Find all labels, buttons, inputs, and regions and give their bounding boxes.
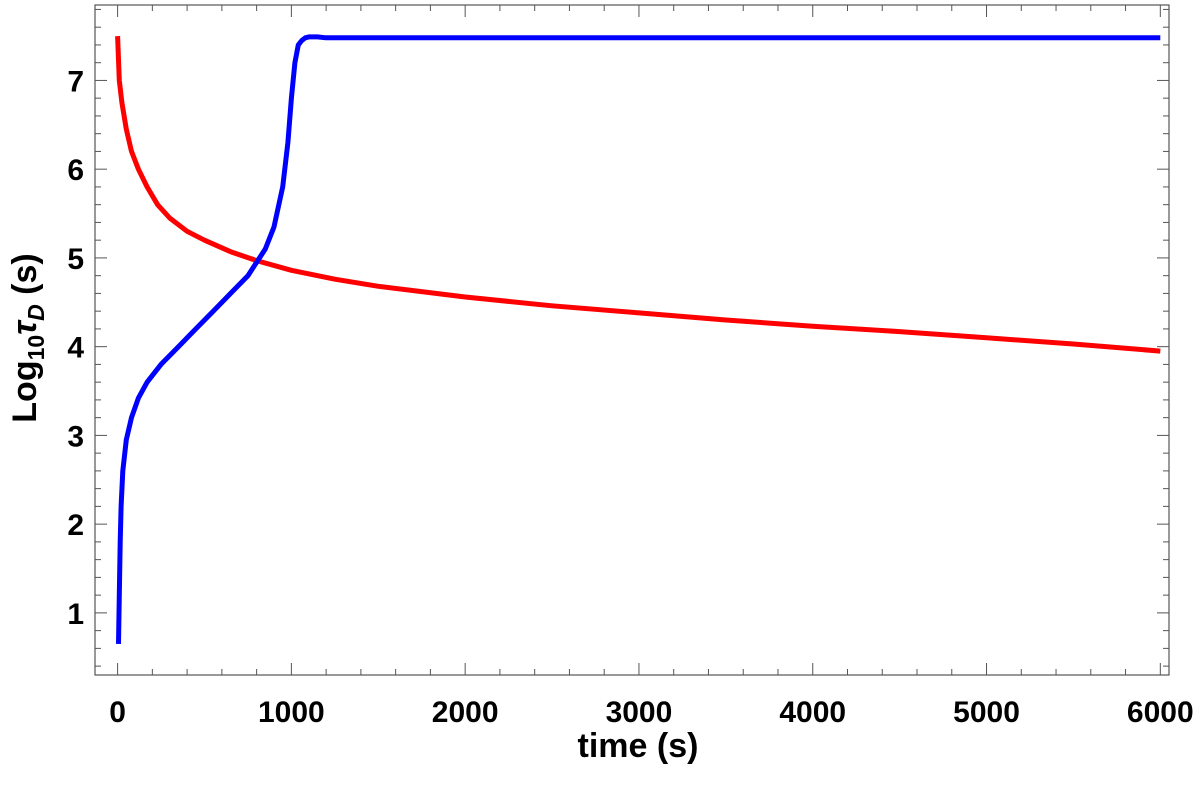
series-lines bbox=[115, 34, 1161, 644]
y-tick-label: 2 bbox=[67, 509, 84, 542]
x-tick-label: 0 bbox=[109, 696, 126, 729]
y-tick-label: 5 bbox=[67, 243, 84, 276]
x-tick-label: 2000 bbox=[432, 696, 499, 729]
y-tick-label: 7 bbox=[67, 65, 84, 98]
x-tick-label: 3000 bbox=[606, 696, 673, 729]
x-tick-label: 4000 bbox=[779, 696, 846, 729]
y-tick-label: 4 bbox=[67, 332, 84, 365]
y-axis-label: Log10τD (s) bbox=[6, 253, 49, 422]
x-axis-label: time (s) bbox=[578, 727, 699, 765]
series-line-1 bbox=[115, 36, 1161, 354]
series-line-2 bbox=[116, 34, 1161, 644]
tick-labels: 0 1000 2000 3000 4000 5000 6000 1 2 3 4 5 6 7 bbox=[67, 65, 1193, 729]
axis-ticks bbox=[95, 5, 1169, 675]
plot-frame bbox=[94, 4, 1170, 676]
y-tick-label: 3 bbox=[67, 420, 84, 453]
y-tick-label: 1 bbox=[67, 598, 84, 631]
x-tick-label: 6000 bbox=[1127, 696, 1194, 729]
x-tick-label: 1000 bbox=[258, 696, 325, 729]
x-tick-label: 5000 bbox=[953, 696, 1020, 729]
y-tick-label: 6 bbox=[67, 154, 84, 187]
